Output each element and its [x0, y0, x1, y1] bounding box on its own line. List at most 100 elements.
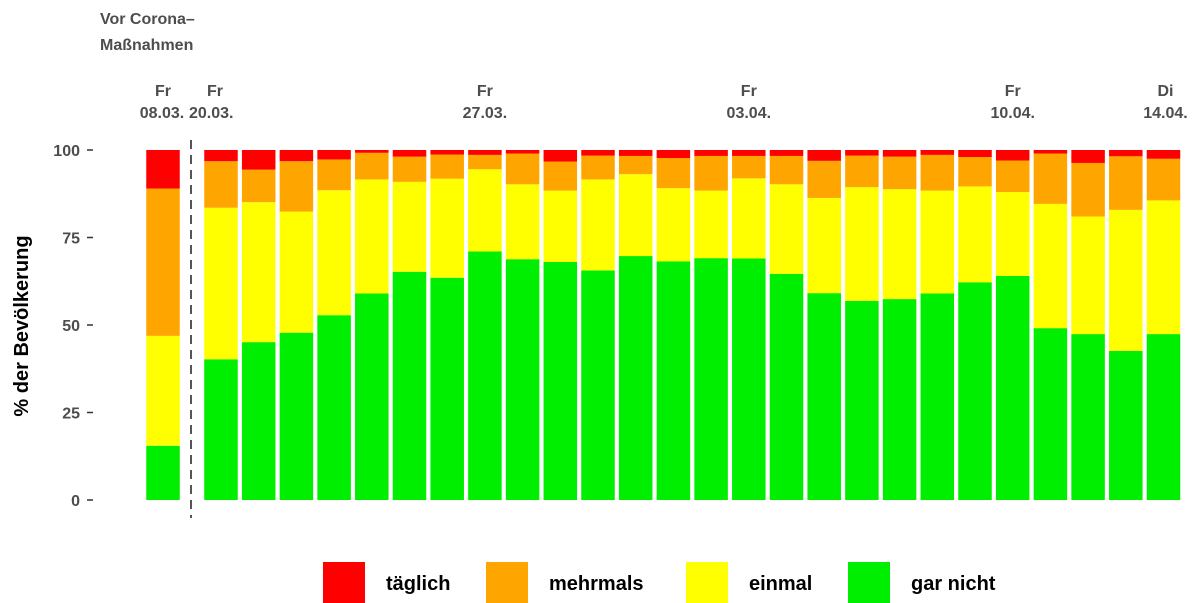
bar-segment-gar-nicht-18: [845, 300, 879, 500]
bar-segment-einmal-5: [355, 179, 389, 294]
bar-segment-gar-nicht-23: [1033, 328, 1068, 500]
bar-segment-täglich-16: [769, 150, 804, 156]
bar-segment-täglich-4: [317, 150, 351, 160]
bar-segment-mehrmals-8: [468, 154, 502, 170]
bar-segment-gar-nicht-15: [732, 258, 766, 500]
bar-segment-gar-nicht-8: [468, 251, 502, 500]
bar-segment-täglich-22: [995, 150, 1030, 161]
bar-segment-mehrmals-18: [845, 155, 879, 188]
bar-segment-einmal-11: [581, 179, 615, 271]
bar-segment-täglich-6: [392, 150, 427, 157]
bar-segment-einmal-7: [430, 178, 464, 278]
bar-segment-täglich-3: [279, 150, 314, 162]
bar-segment-mehrmals-16: [769, 155, 804, 185]
bar-segment-gar-nicht-1: [204, 359, 238, 500]
bar-segment-täglich-26: [1146, 150, 1181, 159]
bar-segment-täglich-25: [1109, 150, 1143, 157]
bar-segment-einmal-16: [769, 184, 804, 274]
y-tick-label-75: 75: [62, 231, 80, 248]
legend-swatch-gar-nicht: [848, 562, 890, 603]
legend-swatch-täglich: [323, 562, 365, 603]
bar-segment-mehrmals-6: [392, 156, 427, 182]
annotation-line-1: Vor Corona–: [100, 11, 195, 28]
bar-segment-gar-nicht-7: [430, 277, 464, 500]
annotation-line-2: Maßnahmen: [100, 37, 193, 54]
bar-segment-mehrmals-14: [694, 155, 728, 191]
bar-segment-täglich-14: [694, 150, 728, 156]
bar-segment-täglich-15: [732, 150, 766, 156]
bar-segment-gar-nicht-3: [279, 332, 314, 500]
bar-segment-mehrmals-3: [279, 161, 314, 212]
bar-segment-einmal-19: [882, 189, 917, 300]
x-label-date-22: 10.04.: [990, 105, 1034, 122]
bar-segment-mehrmals-9: [505, 153, 540, 185]
bar-segment-gar-nicht-21: [958, 282, 992, 500]
x-label-date-15: 03.04.: [727, 105, 771, 122]
bar-segment-gar-nicht-4: [317, 315, 351, 500]
bar-segment-täglich-2: [241, 150, 276, 170]
y-axis-title: % der Bevölkerung: [11, 235, 33, 416]
bar-segment-einmal-12: [618, 174, 653, 257]
bar-segment-gar-nicht-25: [1109, 350, 1143, 500]
bar-segment-mehrmals-11: [581, 155, 615, 180]
y-tick-label-0: 0: [71, 493, 80, 510]
x-label-day-8: Fr: [477, 83, 493, 100]
bar-segment-mehrmals-12: [618, 155, 653, 175]
x-axis-labels: Fr 08.03. Fr 20.03. Fr 27.03. Fr 03.04. Fr 10.04.…: [140, 83, 1188, 122]
bar-segment-mehrmals-5: [355, 152, 389, 180]
bar-segment-gar-nicht-10: [543, 262, 578, 500]
bar-segment-täglich-18: [845, 150, 879, 156]
bar-segment-einmal-10: [543, 190, 578, 262]
bar-segment-einmal-23: [1033, 203, 1068, 329]
legend-swatch-mehrmals: [486, 562, 528, 603]
bar-segment-gar-nicht-14: [694, 258, 728, 500]
x-label-date-26: 14.04.: [1143, 105, 1187, 122]
bar-segment-einmal-1: [204, 207, 238, 360]
bar-segment-einmal-24: [1071, 216, 1105, 335]
bar-segment-einmal-14: [694, 190, 728, 259]
bar-segment-einmal-9: [505, 184, 540, 260]
bar-segment-mehrmals-26: [1146, 158, 1181, 201]
bar-segment-einmal-2: [241, 202, 276, 343]
bar-segment-einmal-15: [732, 178, 766, 259]
bar-segment-einmal-4: [317, 190, 351, 316]
bar-segment-täglich-7: [430, 150, 464, 155]
bar-segment-gar-nicht-19: [882, 299, 917, 500]
legend-swatch-einmal: [686, 562, 728, 603]
bar-segment-täglich-24: [1071, 150, 1105, 163]
bar-segment-gar-nicht-6: [392, 271, 427, 500]
bar-segment-gar-nicht-2: [241, 342, 276, 500]
bar-segment-mehrmals-24: [1071, 162, 1105, 217]
y-tick-label-25: 25: [62, 406, 80, 423]
bar-segment-einmal-8: [468, 169, 502, 252]
bar-segment-gar-nicht-20: [920, 293, 955, 500]
bar-segment-gar-nicht-12: [618, 256, 653, 500]
bar-segment-einmal-21: [958, 186, 992, 283]
bar-segment-mehrmals-15: [732, 155, 766, 179]
bar-segment-täglich-17: [807, 150, 841, 161]
legend-label-einmal: einmal: [749, 573, 812, 595]
bar-segment-mehrmals-0: [146, 188, 180, 336]
bar-segment-gar-nicht-17: [807, 293, 841, 500]
bar-segment-täglich-20: [920, 150, 955, 155]
bar-segment-täglich-0: [146, 150, 180, 189]
x-label-day-26: Di: [1158, 83, 1174, 100]
bar-segment-täglich-12: [618, 150, 653, 156]
bar-segment-gar-nicht-0: [146, 445, 180, 500]
bar-segment-täglich-5: [355, 150, 389, 153]
bar-segment-einmal-6: [392, 181, 427, 272]
bar-segment-einmal-0: [146, 335, 180, 446]
bar-segment-gar-nicht-5: [355, 293, 389, 500]
bar-segment-gar-nicht-11: [581, 270, 615, 500]
bar-segment-einmal-22: [995, 192, 1030, 276]
bar-segment-täglich-11: [581, 150, 615, 156]
bar-segment-mehrmals-20: [920, 154, 955, 191]
bar-segment-mehrmals-2: [241, 169, 276, 203]
legend-label-täglich: täglich: [386, 573, 450, 595]
bars-group: [146, 150, 1181, 500]
x-label-day-0: Fr: [155, 83, 171, 100]
bar-segment-einmal-25: [1109, 209, 1143, 351]
x-label-day-1: Fr: [207, 83, 223, 100]
bar-segment-täglich-21: [958, 150, 992, 157]
